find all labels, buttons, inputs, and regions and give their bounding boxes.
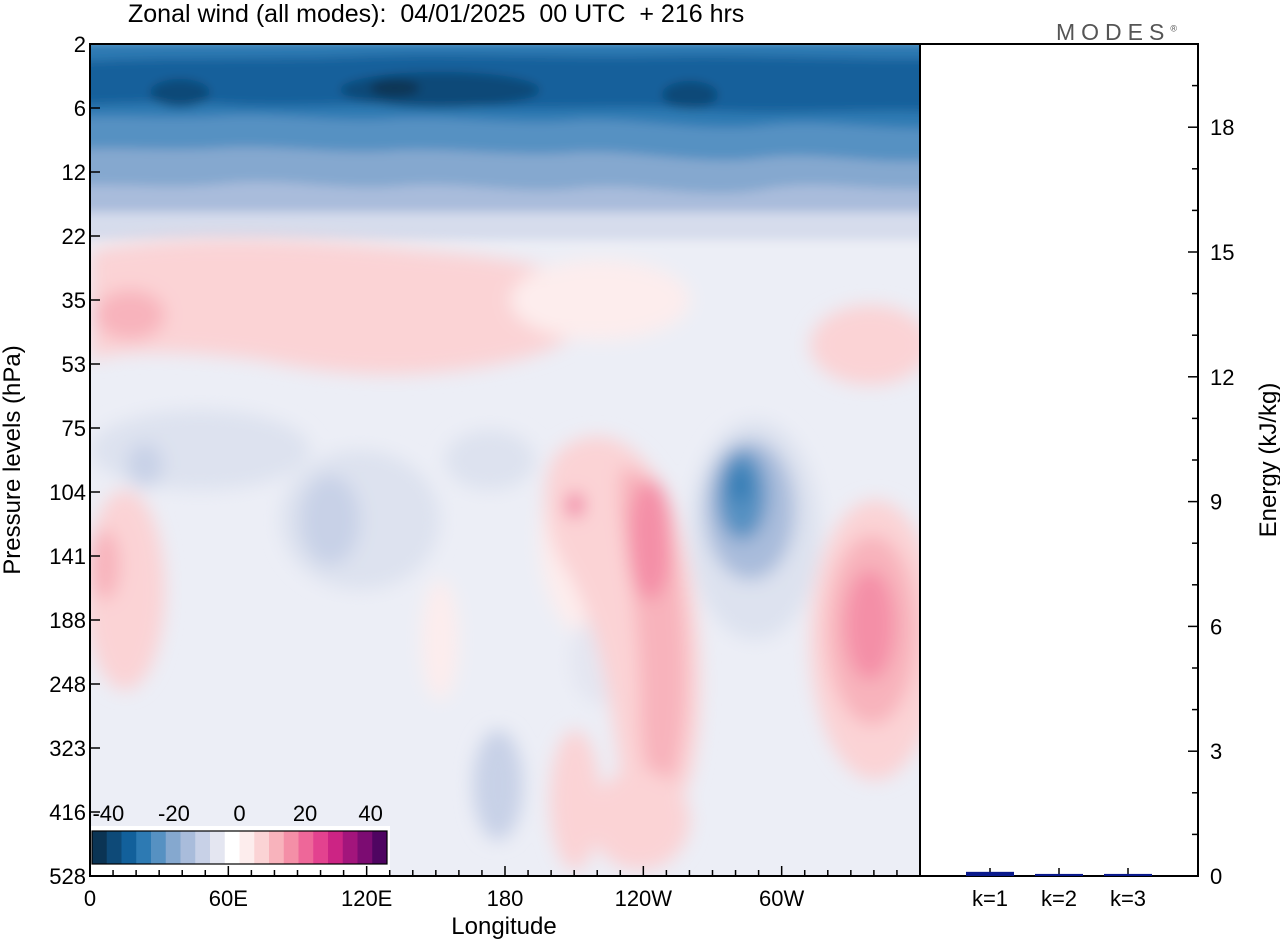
x-tick-label: 120E [341, 886, 392, 911]
colorbar-swatch [313, 831, 329, 864]
y-tick-label: 248 [49, 672, 86, 697]
energy-tick-label: 6 [1210, 614, 1222, 639]
colorbar-swatch [165, 831, 181, 864]
y-tick-label: 104 [49, 480, 86, 505]
y-tick-label: 416 [49, 800, 86, 825]
y-tick-label: 323 [49, 736, 86, 761]
colorbar-tick-label: -40 [92, 801, 124, 826]
x-axis: 0 60E 120E 180 120W 60W [84, 866, 921, 911]
y-axis-title: Pressure levels (hPa) [0, 345, 26, 574]
x-tick-label: 60W [759, 886, 804, 911]
y-tick-label: 188 [49, 608, 86, 633]
colorbar-swatch [254, 831, 270, 864]
x-tick-label: 60E [209, 886, 248, 911]
energy-tick-label: 15 [1210, 240, 1234, 265]
colorbar-swatch [269, 831, 285, 864]
energy-frame [919, 43, 1199, 877]
energy-axis-title: Energy (kJ/kg) [1255, 383, 1280, 538]
energy-bar [1104, 873, 1152, 876]
y-tick-label: 75 [62, 416, 86, 441]
bar-category-label: k=1 [972, 886, 1008, 911]
colorbar-swatch [136, 831, 152, 864]
colorbar-tick-label: 0 [233, 801, 245, 826]
x-tick-label: 0 [84, 886, 96, 911]
y-tick-label: 53 [62, 352, 86, 377]
logo-text: MODES [1056, 19, 1171, 45]
colorbar-swatch [372, 831, 388, 864]
energy-axis: 0 3 6 9 12 15 18 [1188, 43, 1234, 889]
upper-easterlies [90, 44, 920, 240]
wind-field [90, 44, 920, 876]
y-tick-label: 141 [49, 544, 86, 569]
colorbar-swatch [328, 831, 344, 864]
x-tick-label: 180 [487, 886, 524, 911]
energy-bar [1035, 873, 1083, 876]
registered-mark: ® [1170, 23, 1177, 34]
y-tick-label: 6 [74, 96, 86, 121]
y-tick-label: 528 [49, 864, 86, 889]
y-tick-label: 22 [62, 224, 86, 249]
colorbar-tick-label: -20 [158, 801, 190, 826]
colorbar-swatch [180, 831, 196, 864]
colorbar-swatch [342, 831, 358, 864]
y-tick-label: 12 [62, 160, 86, 185]
chart-title: Zonal wind (all modes): 04/01/2025 00 UT… [128, 0, 745, 28]
colorbar-swatch [210, 831, 226, 864]
mid-westerlies [90, 238, 920, 385]
energy-tick-label: 9 [1210, 490, 1222, 515]
energy-tick-label: 18 [1210, 115, 1234, 140]
colorbar-swatch [239, 831, 255, 864]
colorbar-swatch [151, 831, 167, 864]
modes-logo: MODES® [1056, 19, 1177, 46]
y-tick-label: 35 [62, 288, 86, 313]
energy-bars: k=1 k=2 k=3 [966, 868, 1152, 911]
x-axis-title: Longitude [451, 913, 556, 940]
x-tick-label: 120W [615, 886, 673, 911]
colorbar: -40 -20 0 20 40 [91, 801, 388, 865]
bar-category-label: k=3 [1110, 886, 1146, 911]
energy-tick-label: 3 [1210, 739, 1222, 764]
colorbar-tick-label: 40 [358, 801, 382, 826]
colorbar-swatch [106, 831, 122, 864]
colorbar-swatch [283, 831, 299, 864]
y-axis: 2 6 12 22 35 53 75 104 141 188 248 323 416 528 [49, 32, 100, 889]
colorbar-swatch [195, 831, 211, 864]
bar-category-label: k=2 [1041, 886, 1077, 911]
y-tick-label: 2 [74, 32, 86, 57]
lower-features [90, 410, 920, 870]
colorbar-border [91, 830, 388, 865]
colorbar-tick-label: 20 [293, 801, 317, 826]
energy-tick-label: 12 [1210, 365, 1234, 390]
energy-tick-label: 0 [1210, 864, 1222, 889]
energy-bar [966, 871, 1014, 876]
colorbar-swatch [224, 831, 240, 864]
colorbar-swatch [121, 831, 137, 864]
colorbar-swatch [357, 831, 373, 864]
colorbar-swatch [92, 831, 108, 864]
colorbar-swatch [298, 831, 314, 864]
